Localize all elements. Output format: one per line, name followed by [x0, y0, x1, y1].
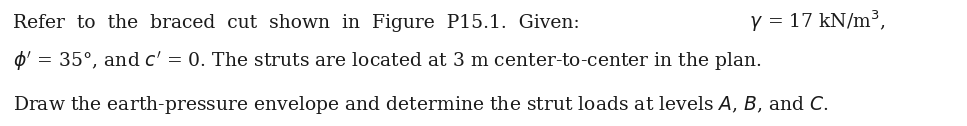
Text: Refer  to  the  braced  cut  shown  in  Figure  P15.1.  Given:: Refer to the braced cut shown in Figure …: [13, 14, 579, 32]
Text: Draw the earth-pressure envelope and determine the strut loads at levels $A$, $B: Draw the earth-pressure envelope and det…: [13, 94, 829, 116]
Text: $\phi^{\prime}$ = 35°, and $c^{\prime}$ = 0. The struts are located at 3 m cente: $\phi^{\prime}$ = 35°, and $c^{\prime}$ …: [13, 49, 761, 73]
Text: $\gamma$ = 17 kN/m$^{3}$,: $\gamma$ = 17 kN/m$^{3}$,: [744, 8, 885, 34]
